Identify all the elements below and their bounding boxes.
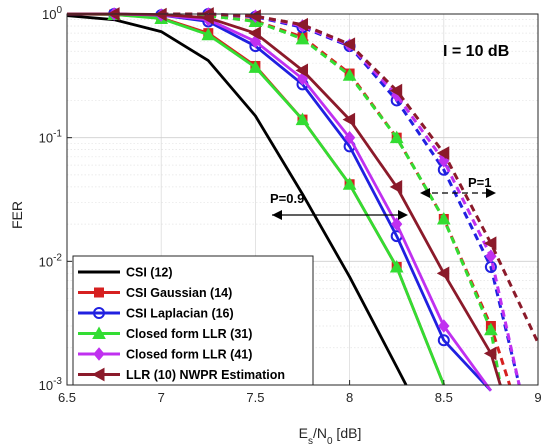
- x-axis-label: Es/N0 [dB]: [299, 425, 362, 445]
- p1-arrow-head-left: [420, 188, 430, 198]
- diamond-marker: [93, 347, 105, 361]
- y-axis-label: FER: [9, 201, 25, 229]
- p09-annotation: P=0.9: [270, 191, 304, 206]
- triangle-left-marker: [389, 180, 403, 194]
- legend-items: CSI (12) CSI Gaussian (14) CSI Laplacian (…: [78, 266, 285, 382]
- annotations: I = 10 dB P=0.9 P=1: [270, 43, 509, 220]
- series-layer: [66, 7, 540, 392]
- x-tick-label: 6.5: [58, 390, 76, 405]
- y-tick-label: 10-2: [39, 252, 63, 269]
- diamond-marker: [438, 154, 450, 168]
- x-tick-label: 8.5: [435, 390, 453, 405]
- interference-annotation: I = 10 dB: [443, 43, 509, 60]
- legend-item: LLR (10) NWPR Estimation: [78, 367, 285, 382]
- triangle-marker: [248, 60, 263, 73]
- y-tick-base: 10: [39, 254, 53, 269]
- triangle-marker: [342, 68, 357, 81]
- triangle-marker: [389, 259, 404, 273]
- x-tick-label: 8: [346, 390, 353, 405]
- triangle-left-marker: [389, 83, 403, 98]
- square-marker: [94, 287, 104, 298]
- legend-label: CSI Gaussian (14): [126, 286, 232, 300]
- diamond-marker: [485, 249, 497, 263]
- triangle-left-marker: [248, 26, 261, 40]
- legend-label: CSI Laplacian (16): [126, 307, 234, 321]
- triangle-left-marker: [483, 236, 497, 251]
- p09-arrow-head-right: [398, 210, 408, 220]
- y-tick-base: 10: [39, 131, 53, 146]
- diamond-marker: [391, 217, 403, 231]
- legend: CSI (12) CSI Gaussian (14) CSI Laplacian (…: [72, 255, 314, 386]
- triangle-marker: [92, 326, 106, 339]
- y-tick-exponent: -3: [53, 376, 62, 387]
- series-line: [66, 14, 408, 386]
- p09-arrow-head-left: [272, 210, 282, 220]
- legend-label: LLR (10) NWPR Estimation: [126, 368, 285, 382]
- diamond-marker: [438, 319, 450, 333]
- dashed-series: [161, 7, 540, 344]
- legend-label: Closed form LLR (31): [126, 327, 252, 341]
- p09-arrow: [272, 210, 408, 220]
- legend-item: CSI (12): [78, 266, 173, 280]
- x-tick-labels: 6.5 7 7.5 8 8.5 9: [58, 380, 542, 405]
- triangle-marker: [436, 211, 451, 225]
- triangle-marker: [295, 112, 310, 126]
- series-csi: [66, 14, 408, 386]
- legend-item: Closed form LLR (41): [78, 347, 252, 362]
- triangle-marker: [389, 130, 404, 144]
- triangle-left-marker: [436, 266, 450, 281]
- circle-marker: [437, 334, 450, 347]
- legend-label: Closed form LLR (41): [126, 348, 252, 362]
- triangle-marker: [484, 322, 498, 336]
- legend-item: Closed form LLR (31): [78, 326, 252, 341]
- triangle-marker: [295, 31, 310, 45]
- legend-box: [72, 255, 314, 386]
- triangle-left-marker: [154, 7, 167, 22]
- triangle-left-marker: [483, 346, 497, 361]
- y-tick-base: 10: [39, 378, 53, 393]
- triangle-left-marker: [248, 9, 261, 24]
- y-tick-label: 100: [42, 5, 62, 22]
- triangle-left-marker: [436, 146, 450, 160]
- legend-label: CSI (12): [126, 266, 173, 280]
- triangle-marker: [201, 27, 216, 41]
- x-tick-label: 7: [158, 390, 165, 405]
- triangle-left-marker: [342, 37, 356, 52]
- p1-arrow: [420, 188, 496, 198]
- diamond-marker: [343, 130, 356, 145]
- y-tick-exponent: 0: [56, 5, 62, 16]
- triangle-left-marker: [201, 11, 214, 25]
- y-tick-exponent: -2: [53, 252, 62, 263]
- diamond-marker: [296, 71, 309, 86]
- y-tick-exponent: -1: [53, 129, 62, 140]
- legend-item: CSI Gaussian (14): [78, 286, 232, 300]
- y-tick-base: 10: [42, 7, 56, 22]
- y-tick-label: 10-3: [39, 376, 63, 393]
- triangle-left-marker: [91, 367, 105, 382]
- circle-marker: [93, 307, 105, 319]
- triangle-marker: [342, 177, 357, 190]
- triangle-left-marker: [342, 112, 356, 127]
- triangle-left-marker: [295, 63, 308, 78]
- diamond-marker: [249, 34, 262, 49]
- p1-annotation: P=1: [468, 175, 492, 190]
- x-tick-label: 9: [534, 390, 541, 405]
- x-tick-label: 7.5: [246, 390, 264, 405]
- p1-arrow-head-right: [486, 188, 496, 198]
- triangle-left-marker: [295, 17, 308, 32]
- legend-item: CSI Laplacian (16): [78, 307, 234, 321]
- y-tick-label: 10-1: [39, 129, 63, 146]
